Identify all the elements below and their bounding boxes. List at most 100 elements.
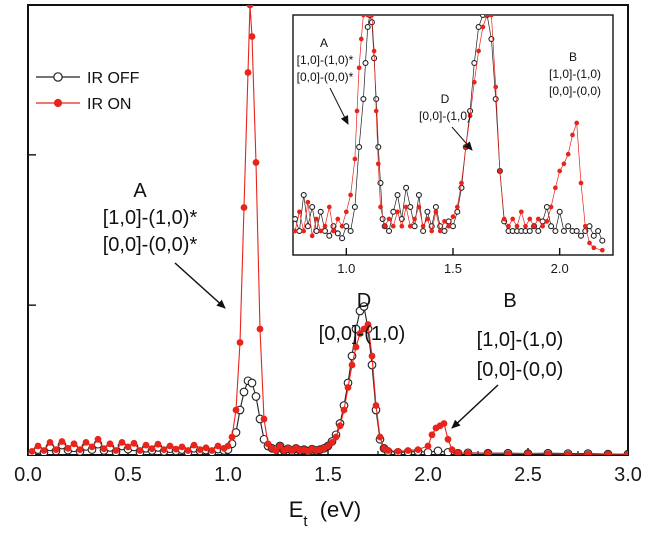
data-point xyxy=(347,227,354,235)
data-point xyxy=(548,223,555,230)
data-point xyxy=(407,203,414,211)
data-point xyxy=(390,208,397,215)
legend-label-ir-off: IR OFF xyxy=(87,70,140,87)
data-point xyxy=(34,442,42,450)
data-point xyxy=(264,440,272,448)
data-point xyxy=(540,223,545,229)
data-point xyxy=(334,230,341,237)
data-point xyxy=(228,433,236,441)
data-point xyxy=(441,227,448,235)
data-point xyxy=(414,446,422,454)
data-point xyxy=(548,204,554,210)
data-point xyxy=(429,228,435,234)
x-axis-label-sub: t xyxy=(303,513,308,530)
data-point xyxy=(276,442,284,450)
data-point xyxy=(416,204,422,210)
legend-entry-ir-off: IR OFF xyxy=(36,70,140,87)
series-line xyxy=(294,15,603,251)
data-point xyxy=(437,228,443,234)
data-point xyxy=(373,108,379,114)
data-point xyxy=(322,223,328,229)
data-point xyxy=(356,143,363,151)
data-point xyxy=(446,223,452,229)
data-point xyxy=(293,228,298,234)
data-point xyxy=(106,440,114,448)
data-point xyxy=(599,247,605,253)
data-point xyxy=(504,450,512,455)
data-point xyxy=(247,378,257,388)
data-point xyxy=(196,446,204,454)
legend-marker-ir-off xyxy=(53,72,63,82)
data-point xyxy=(309,203,316,211)
data-point xyxy=(46,438,54,446)
annotation-a-arrow xyxy=(174,262,226,309)
inset-annotation-d-title: D xyxy=(441,92,450,106)
data-point xyxy=(404,447,412,454)
x-tick-label: 1.0 xyxy=(337,261,355,276)
annotation-a: A [1,0]-(1,0)* [0,0]-(0,0)* xyxy=(103,180,226,309)
data-point xyxy=(304,223,311,230)
data-point xyxy=(523,223,528,229)
data-point xyxy=(301,228,307,234)
data-point xyxy=(340,406,348,414)
data-point xyxy=(246,5,254,9)
data-point xyxy=(440,420,448,427)
data-point xyxy=(424,442,432,450)
data-point xyxy=(552,227,559,235)
data-point xyxy=(535,216,541,222)
data-point xyxy=(403,184,410,191)
x-tick-label: 0.5 xyxy=(114,464,142,486)
data-point xyxy=(624,450,628,455)
x-axis-label-unit: (eV) xyxy=(314,497,362,522)
data-point xyxy=(489,15,494,18)
legend: IR OFF IR ON xyxy=(36,70,140,113)
data-point xyxy=(362,59,369,67)
data-point xyxy=(28,447,36,455)
data-point xyxy=(300,191,307,199)
data-point xyxy=(326,232,333,239)
data-point xyxy=(544,219,550,224)
data-point xyxy=(343,223,350,230)
data-point xyxy=(561,161,567,167)
data-point xyxy=(309,233,315,239)
data-point xyxy=(471,59,478,67)
data-point xyxy=(449,223,457,230)
annotation-a-title: A xyxy=(133,180,147,202)
data-point xyxy=(160,446,168,454)
data-point xyxy=(88,443,96,451)
data-point xyxy=(314,216,319,222)
data-point xyxy=(535,227,542,235)
data-point xyxy=(395,209,400,215)
data-point xyxy=(560,227,567,235)
data-point xyxy=(112,447,120,454)
legend-label-ir-on: IR ON xyxy=(87,96,131,113)
data-point xyxy=(297,209,302,215)
data-point xyxy=(236,339,244,346)
data-point xyxy=(360,325,368,333)
data-point xyxy=(359,302,369,311)
data-point xyxy=(578,180,584,186)
data-point xyxy=(565,223,572,230)
data-point xyxy=(428,431,436,439)
inset-annotation-d: D [0,0]-(1,0) xyxy=(419,92,473,151)
annotation-d-title: D xyxy=(357,290,371,312)
data-point xyxy=(305,199,311,205)
inset-plot-frame xyxy=(292,14,614,256)
data-point xyxy=(557,168,563,174)
data-point xyxy=(420,227,427,235)
data-point xyxy=(573,227,580,235)
annotation-a-line1: [1,0]-(1,0)* xyxy=(103,207,198,229)
data-point xyxy=(420,223,426,229)
data-point xyxy=(584,450,592,455)
data-point xyxy=(407,223,413,229)
data-point xyxy=(166,442,174,450)
data-point xyxy=(40,447,48,454)
data-point xyxy=(432,203,439,211)
data-point xyxy=(82,438,90,446)
data-point xyxy=(356,330,364,337)
data-point xyxy=(358,36,364,42)
data-point xyxy=(463,144,469,150)
inset-x-ticks: 1.0 1.5 2.0 xyxy=(337,248,569,276)
data-point xyxy=(412,216,417,222)
data-point xyxy=(599,237,606,244)
